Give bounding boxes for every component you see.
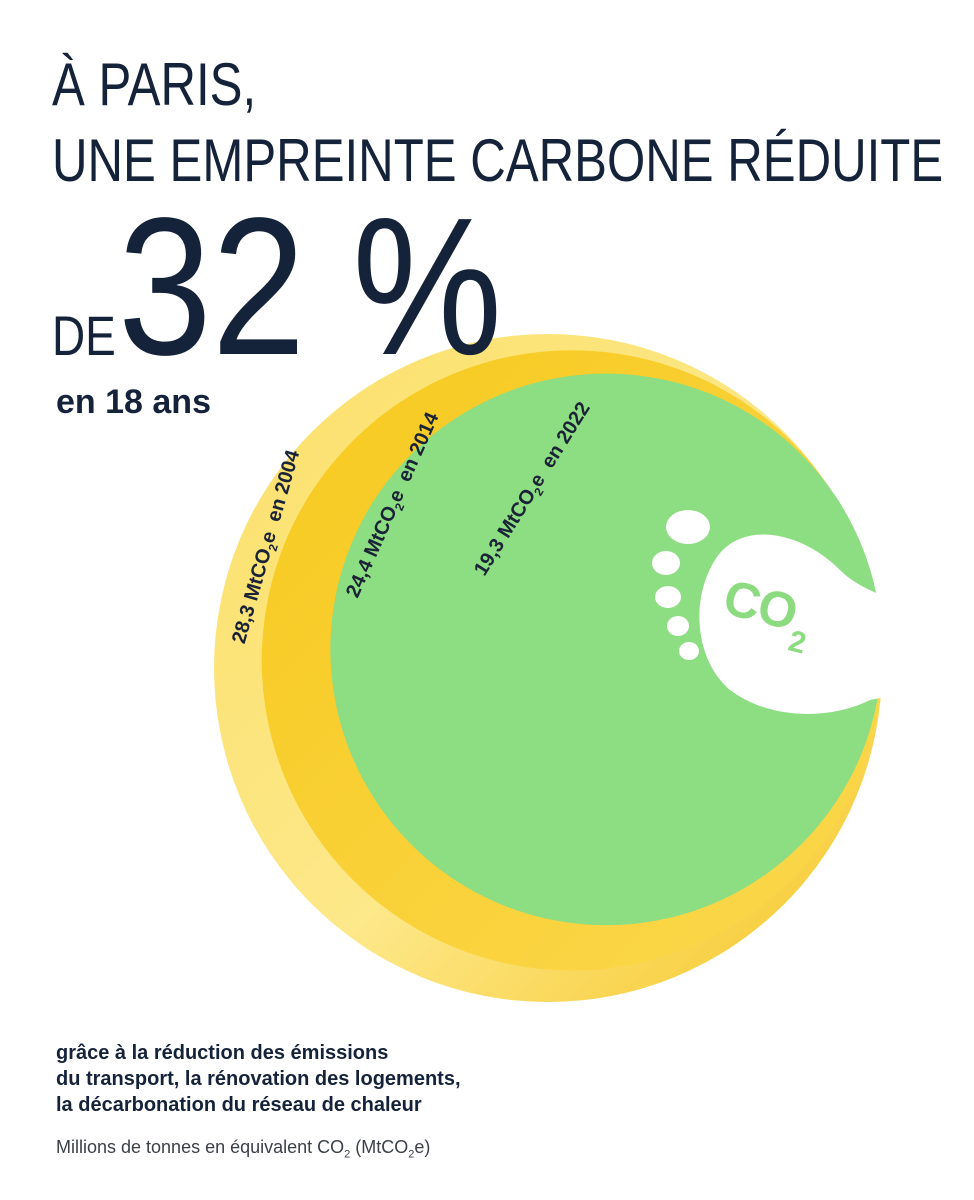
- footprint-icon: [652, 510, 974, 714]
- headline-line2: UNE EMPREINTE CARBONE RÉDUITE: [52, 127, 944, 194]
- toe-1: [666, 510, 710, 544]
- circle-2022: [330, 373, 882, 926]
- footnote-line3: la décarbonation du réseau de chaleur: [56, 1094, 422, 1116]
- headline-line1: À PARIS,: [52, 51, 257, 118]
- footnote: grâce à la réduction des émissions du tr…: [56, 1040, 461, 1118]
- footnote-line1: grâce à la réduction des émissions: [56, 1042, 389, 1064]
- foot-sole: [699, 534, 974, 714]
- period-subtitle: en 18 ans: [56, 383, 211, 421]
- reduction-percent: 32 %: [118, 177, 503, 396]
- toe-5: [679, 642, 699, 660]
- toe-3: [655, 586, 681, 608]
- headline-prefix: DE: [52, 304, 116, 367]
- toe-2: [652, 551, 680, 575]
- unit-note: Millions de tonnes en équivalent CO2 (Mt…: [56, 1137, 431, 1161]
- footnote-line2: du transport, la rénovation des logement…: [56, 1068, 461, 1090]
- toe-4: [667, 616, 689, 636]
